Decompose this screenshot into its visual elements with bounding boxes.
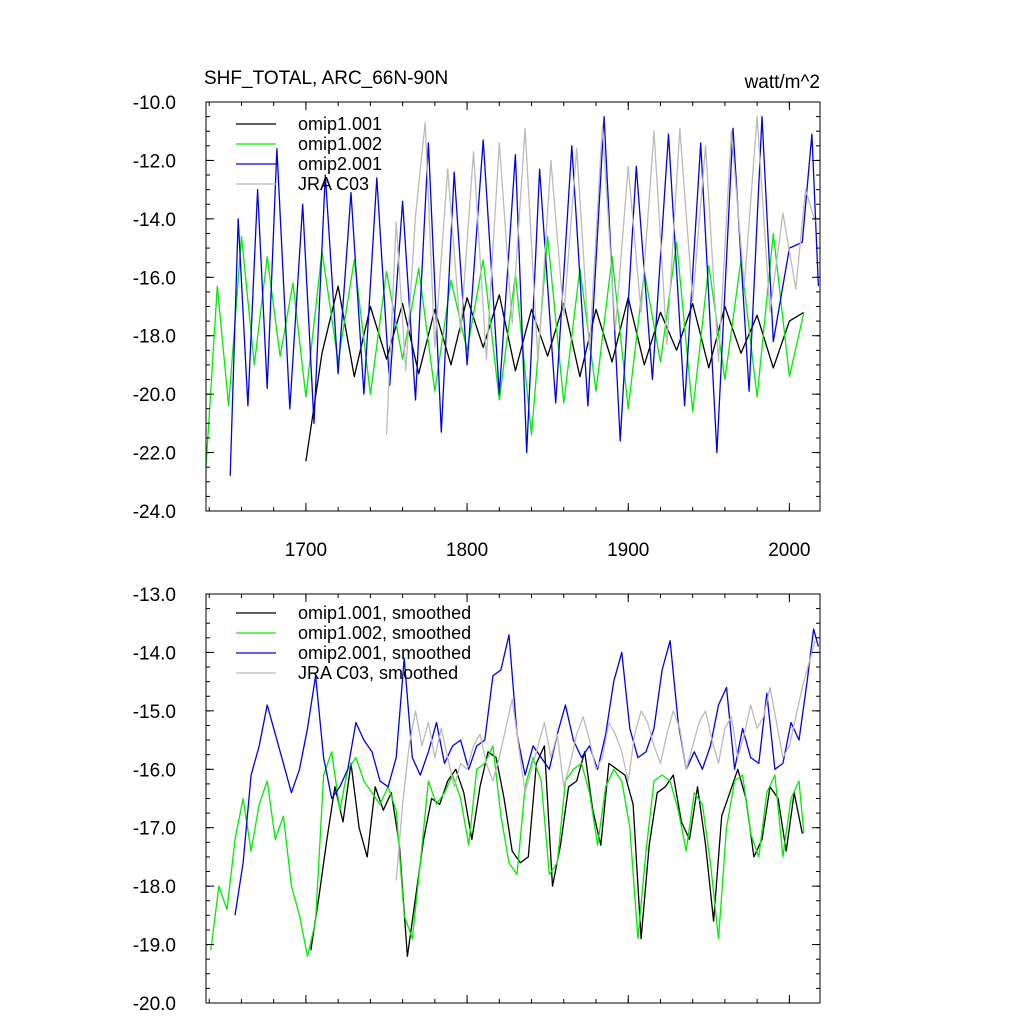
series-line-4 xyxy=(385,115,816,436)
top-panel: SHF_TOTAL, ARC_66N-90N watt/m^2 -24.0 -22… xyxy=(133,68,821,561)
y-tick-label: -20.0 xyxy=(133,385,176,406)
legend-label: omip1.002, smoothed xyxy=(298,623,471,643)
y-tick-label: -14.0 xyxy=(133,643,176,664)
y-tick-label: -10.0 xyxy=(133,93,176,114)
y-tick-label: -14.0 xyxy=(133,210,176,231)
y-tick-label: -15.0 xyxy=(133,702,176,723)
top-panel-units: watt/m^2 xyxy=(744,72,820,93)
bottom-panel: -20.0 -19.0 -18.0 -17.0 -16.0 -15.0 -14.0 -13.0… xyxy=(133,585,821,1015)
x-tick-label: 1800 xyxy=(446,540,488,561)
legend-label: omip1.001 xyxy=(298,114,382,134)
series-line-3 xyxy=(234,628,820,916)
y-tick-label: -16.0 xyxy=(133,268,176,289)
series-line-1 xyxy=(310,745,803,957)
legend-label: omip1.002 xyxy=(298,134,382,154)
y-tick-label: -22.0 xyxy=(133,444,176,465)
legend-label: omip2.001, smoothed xyxy=(298,643,471,663)
legend-label: JRA C03, smoothed xyxy=(298,663,458,683)
series-line-3 xyxy=(229,115,820,476)
y-tick-label: -20.0 xyxy=(133,994,176,1015)
y-tick-label: -16.0 xyxy=(133,760,176,781)
x-tick-label: 1700 xyxy=(285,540,327,561)
series-line-2 xyxy=(210,745,805,957)
legend-label: omip1.001, smoothed xyxy=(298,603,471,623)
series-line-2 xyxy=(205,232,805,468)
x-tick-label: 2000 xyxy=(768,540,810,561)
y-tick-label: -18.0 xyxy=(133,877,176,898)
legend-label: omip2.001 xyxy=(298,154,382,174)
y-tick-label: -18.0 xyxy=(133,327,176,348)
y-tick-label: -12.0 xyxy=(133,151,176,172)
y-tick-label: -19.0 xyxy=(133,936,176,957)
series-line-1 xyxy=(305,285,805,462)
y-tick-label: -24.0 xyxy=(133,502,176,523)
y-tick-label: -13.0 xyxy=(133,585,176,606)
legend-label: JRA C03 xyxy=(298,174,369,194)
y-tick-label: -17.0 xyxy=(133,819,176,840)
x-tick-label: 1900 xyxy=(607,540,649,561)
top-panel-title: SHF_TOTAL, ARC_66N-90N xyxy=(204,68,448,89)
series-line-4 xyxy=(395,640,816,881)
